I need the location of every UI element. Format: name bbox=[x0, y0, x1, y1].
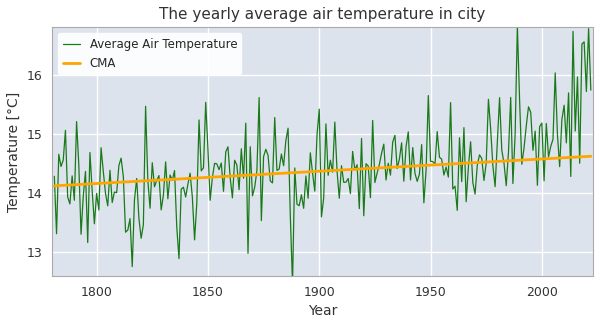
Line: CMA: CMA bbox=[55, 156, 591, 186]
Legend: Average Air Temperature, CMA: Average Air Temperature, CMA bbox=[58, 33, 242, 74]
CMA bbox=[329, 169, 336, 173]
CMA bbox=[353, 167, 361, 171]
Line: Average Air Temperature: Average Air Temperature bbox=[55, 25, 591, 284]
Average Air Temperature bbox=[356, 207, 363, 211]
CMA bbox=[68, 183, 76, 187]
CMA bbox=[51, 184, 58, 188]
Average Air Temperature bbox=[409, 146, 416, 150]
Average Air Temperature bbox=[68, 174, 76, 178]
X-axis label: Year: Year bbox=[308, 304, 337, 318]
Average Air Temperature bbox=[289, 282, 296, 286]
CMA bbox=[407, 164, 414, 168]
CMA bbox=[335, 168, 343, 172]
Average Air Temperature bbox=[338, 164, 345, 168]
Average Air Temperature bbox=[587, 88, 595, 92]
Average Air Temperature bbox=[242, 121, 250, 125]
CMA bbox=[242, 173, 250, 177]
Average Air Temperature bbox=[331, 120, 338, 124]
Average Air Temperature bbox=[51, 174, 58, 178]
Y-axis label: Temperature [°C]: Temperature [°C] bbox=[7, 91, 21, 212]
CMA bbox=[587, 154, 595, 158]
Average Air Temperature bbox=[514, 23, 521, 27]
Title: The yearly average air temperature in city: The yearly average air temperature in ci… bbox=[160, 7, 486, 22]
